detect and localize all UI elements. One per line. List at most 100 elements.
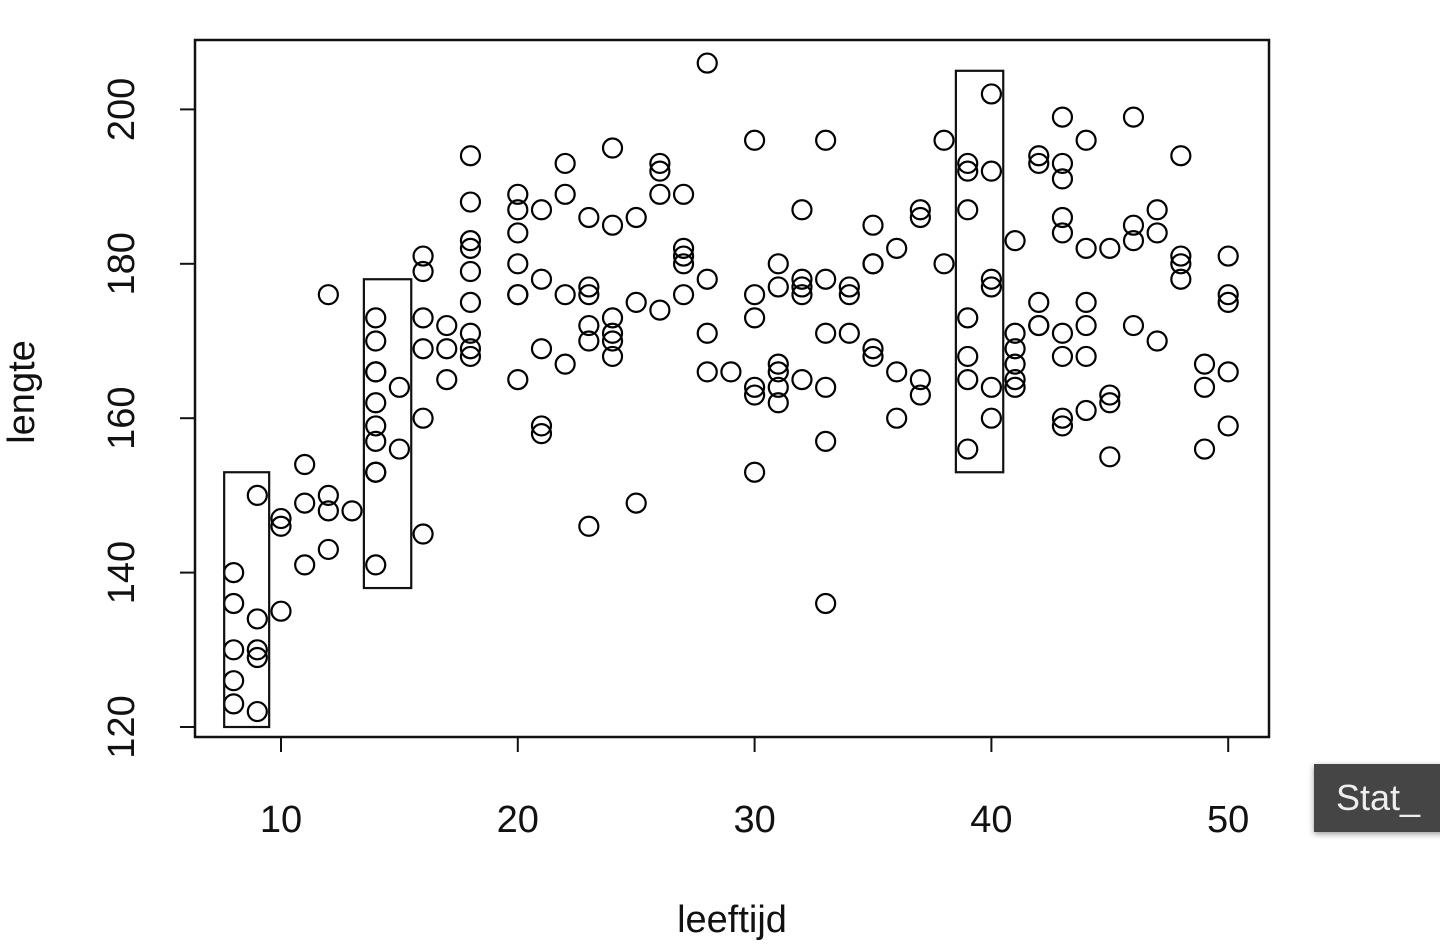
x-tick-label: 10: [260, 799, 302, 841]
data-point: [530, 423, 553, 445]
data-point: [388, 438, 410, 460]
data-point: [1075, 314, 1097, 337]
data-point: [1028, 314, 1050, 337]
data-point: [1122, 314, 1145, 337]
data-point: [601, 137, 624, 159]
data-point: [1217, 415, 1239, 437]
data-point: [625, 291, 647, 313]
data-point: [1051, 345, 1074, 368]
data-point: [530, 415, 553, 437]
data-point: [909, 206, 931, 229]
data-point: [696, 322, 718, 344]
data-point: [459, 260, 482, 283]
data-point: [625, 492, 647, 514]
data-point: [767, 276, 789, 298]
data-point: [1217, 245, 1239, 267]
data-point: [412, 338, 434, 360]
data-point: [436, 314, 458, 337]
data-point: [246, 608, 268, 630]
data-point: [530, 338, 553, 360]
data-point: [365, 554, 387, 576]
data-point: [815, 129, 837, 151]
data-point: [980, 407, 1003, 429]
data-point: [1004, 230, 1026, 252]
data-point: [246, 700, 268, 723]
data-point: [270, 515, 292, 537]
data-point: [1146, 222, 1168, 244]
data-point: [1051, 206, 1074, 229]
data-point: [933, 253, 955, 275]
x-tick-label: 30: [733, 799, 775, 841]
data-point: [1099, 392, 1121, 414]
data-point: [1051, 152, 1074, 175]
data-point: [815, 268, 837, 290]
data-point: [223, 639, 245, 661]
data-point: [1122, 214, 1145, 236]
data-point: [815, 322, 837, 344]
data-point: [838, 284, 860, 306]
data-point: [1004, 369, 1026, 391]
data-point: [1028, 152, 1050, 175]
highlight-rectangle: [954, 69, 1005, 474]
data-point: [957, 152, 979, 175]
data-point: [459, 338, 482, 360]
data-point: [578, 284, 600, 306]
data-point: [1051, 168, 1074, 190]
data-point: [1217, 291, 1239, 313]
data-point: [341, 500, 363, 522]
data-point: [625, 206, 647, 229]
data-point: [720, 361, 742, 383]
data-point: [601, 307, 624, 329]
data-point: [862, 253, 884, 275]
data-point: [507, 253, 529, 275]
data-point: [1099, 446, 1121, 468]
data-point: [294, 492, 316, 514]
data-point: [365, 461, 387, 483]
data-point: [317, 484, 339, 506]
data-point: [294, 554, 316, 576]
data-point: [1170, 245, 1192, 267]
data-point: [957, 345, 979, 368]
data-point: [1075, 129, 1097, 151]
data-point: [743, 384, 766, 406]
data-point: [317, 500, 339, 522]
data-point: [767, 361, 789, 383]
data-point: [459, 237, 482, 259]
data-point: [1028, 291, 1050, 313]
data-point: [294, 453, 316, 476]
data-point: [862, 214, 884, 236]
data-point: [649, 183, 671, 205]
data-point: [601, 214, 624, 236]
data-point: [980, 276, 1003, 298]
highlight-rectangle: [223, 471, 271, 729]
data-point: [317, 284, 339, 306]
data-point: [743, 376, 766, 398]
data-point: [957, 307, 979, 329]
data-point: [672, 237, 695, 259]
data-point: [1075, 291, 1097, 313]
data-point: [743, 307, 766, 329]
data-point: [601, 345, 624, 368]
data-point: [1099, 384, 1121, 406]
data-point: [554, 152, 576, 175]
data-point: [980, 376, 1003, 398]
data-point: [365, 430, 387, 452]
y-tick-label: 140: [101, 541, 143, 604]
data-point: [223, 592, 245, 615]
data-point: [530, 268, 553, 290]
data-point: [317, 538, 339, 561]
data-point: [815, 376, 837, 398]
data-point: [507, 222, 529, 244]
data-point: [459, 322, 482, 344]
data-point: [246, 646, 268, 669]
tooltip: Stat_: [1314, 764, 1440, 832]
data-point: [649, 152, 671, 175]
data-point: [980, 83, 1003, 105]
data-point: [412, 245, 434, 267]
data-point: [886, 407, 908, 429]
data-point: [554, 284, 576, 306]
data-point: [791, 268, 813, 290]
data-point: [246, 639, 268, 661]
data-point: [886, 237, 908, 259]
